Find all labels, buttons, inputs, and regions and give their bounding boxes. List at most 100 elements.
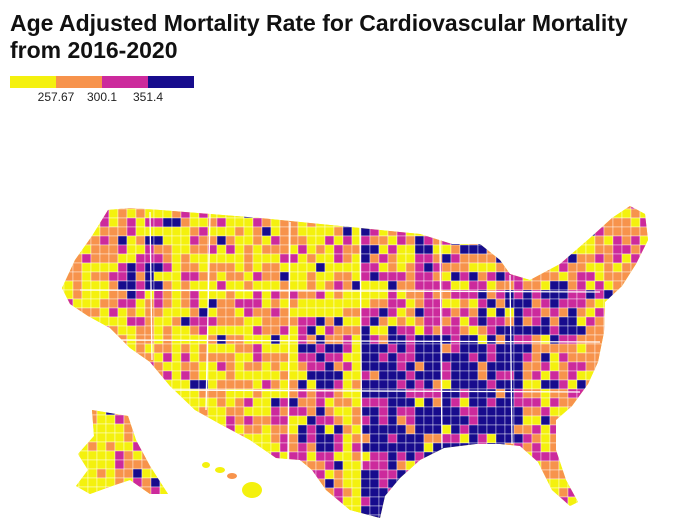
county-cell — [621, 406, 632, 417]
county-cell — [639, 496, 648, 507]
county-cell — [153, 226, 164, 237]
county-cell — [171, 235, 182, 246]
county-cell — [243, 307, 254, 318]
county-cell — [252, 280, 263, 291]
county-cell — [567, 379, 578, 390]
county-cell — [522, 206, 533, 210]
county-cell — [477, 307, 488, 318]
county-cell — [279, 334, 290, 345]
county-cell — [423, 280, 434, 291]
county-cell — [432, 487, 443, 498]
county-cell — [306, 505, 317, 516]
county-cell — [180, 343, 191, 354]
county-cell — [630, 397, 641, 408]
county-cell — [279, 370, 290, 381]
county-cell — [72, 343, 83, 354]
county-cell — [549, 235, 560, 246]
county-cell — [288, 316, 299, 327]
county-cell — [441, 487, 452, 498]
county-cell — [216, 280, 227, 291]
county-cell — [306, 514, 317, 518]
county-cell — [252, 352, 263, 363]
county-cell — [315, 379, 326, 390]
county-cell — [522, 208, 533, 219]
county-cell — [261, 514, 272, 518]
county-cell — [153, 361, 164, 372]
county-cell — [270, 352, 281, 363]
county-cell — [378, 206, 389, 210]
county-cell — [171, 469, 182, 480]
county-cell — [360, 298, 371, 309]
county-cell — [531, 208, 542, 219]
county-cell — [306, 361, 317, 372]
county-cell — [495, 505, 506, 516]
county-cell — [207, 343, 218, 354]
county-cell — [649, 326, 658, 335]
county-cell — [378, 307, 389, 318]
county-cell — [72, 388, 83, 399]
county-cell — [459, 478, 470, 489]
county-cell — [162, 433, 173, 444]
county-cell — [441, 208, 452, 219]
county-cell — [414, 460, 425, 471]
county-cell — [558, 496, 569, 507]
county-cell — [126, 397, 137, 408]
county-cell — [333, 208, 344, 219]
county-cell — [459, 316, 470, 327]
county-cell — [150, 410, 161, 416]
county-cell — [630, 361, 641, 372]
county-cell — [180, 424, 191, 435]
county-cell — [63, 478, 74, 489]
hawaii-island-1 — [202, 462, 210, 468]
county-cell — [378, 469, 389, 480]
county-cell — [639, 244, 648, 255]
county-cell — [567, 424, 578, 435]
legend-bar — [10, 76, 194, 88]
county-cell — [558, 262, 569, 273]
legend-tick-2: 300.1 — [86, 90, 118, 104]
county-cell — [621, 352, 632, 363]
county-cell — [378, 226, 389, 237]
county-cell — [135, 316, 146, 327]
county-cell — [252, 307, 263, 318]
county-cell — [468, 352, 479, 363]
county-cell — [531, 298, 542, 309]
county-cell — [306, 217, 317, 228]
county-cell — [216, 307, 227, 318]
county-cell — [585, 271, 596, 282]
county-cell — [549, 226, 560, 237]
county-cell — [150, 477, 161, 488]
county-cell — [649, 299, 658, 308]
county-cell — [180, 415, 191, 426]
title-line-2: from 2016-2020 — [10, 37, 178, 63]
county-cell — [378, 406, 389, 417]
county-cell — [612, 271, 623, 282]
county-cell — [612, 352, 623, 363]
county-cell — [114, 432, 125, 443]
county-cell — [153, 253, 164, 264]
county-cell — [126, 244, 137, 255]
county-cell — [531, 352, 542, 363]
county-cell — [531, 397, 542, 408]
county-cell — [72, 334, 83, 345]
county-cell — [351, 334, 362, 345]
county-cell — [396, 406, 407, 417]
county-cell — [342, 235, 353, 246]
county-cell — [423, 343, 434, 354]
county-cell — [369, 496, 380, 507]
county-cell — [649, 416, 658, 425]
county-cell — [441, 206, 452, 210]
county-cell — [162, 226, 173, 237]
county-cell — [405, 343, 416, 354]
county-cell — [369, 343, 380, 354]
county-cell — [198, 208, 209, 219]
county-cell — [324, 271, 335, 282]
county-cell — [585, 325, 596, 336]
county-cell — [540, 271, 551, 282]
county-cell — [630, 496, 641, 507]
county-cell — [189, 253, 200, 264]
county-cell — [486, 280, 497, 291]
county-cell — [441, 280, 452, 291]
county-cell — [378, 343, 389, 354]
county-cell — [225, 262, 236, 273]
